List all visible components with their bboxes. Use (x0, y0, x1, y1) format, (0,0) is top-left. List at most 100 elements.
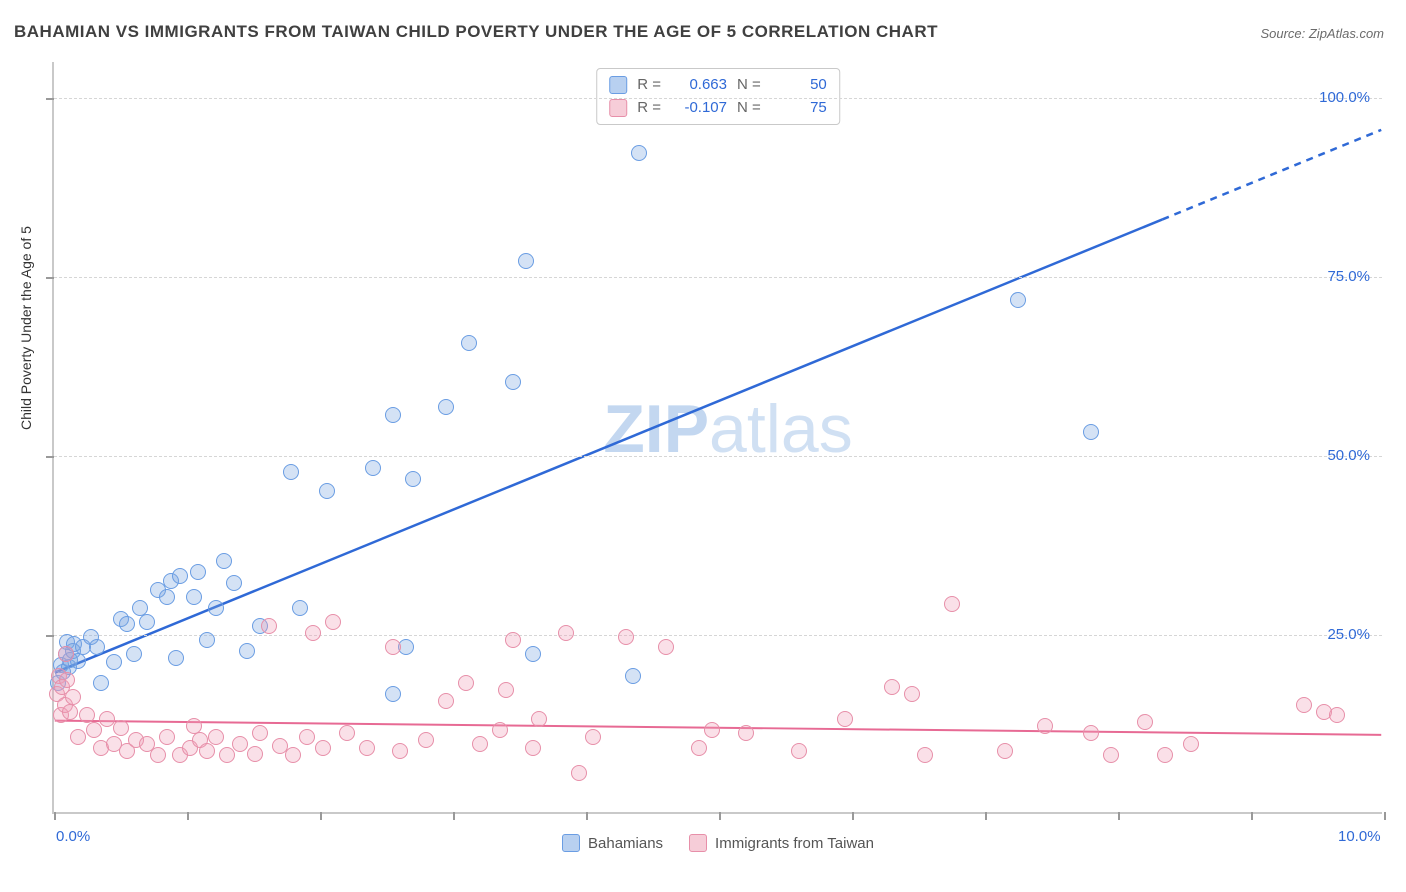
data-point (392, 743, 408, 759)
data-point (226, 575, 242, 591)
legend-item-bahamians: Bahamians (562, 834, 663, 852)
data-point (525, 740, 541, 756)
data-point (1329, 707, 1345, 723)
data-point (252, 725, 268, 741)
data-point (917, 747, 933, 763)
data-point (472, 736, 488, 752)
data-point (884, 679, 900, 695)
x-tick-label: 10.0% (1338, 828, 1381, 845)
data-point (1010, 292, 1026, 308)
data-point (239, 643, 255, 659)
x-tick (985, 812, 987, 820)
y-tick (46, 456, 54, 458)
legend-stats-row-blue: R = 0.663 N = 50 (609, 74, 827, 97)
data-point (365, 460, 381, 476)
data-point (126, 646, 142, 662)
data-point (208, 600, 224, 616)
data-point (1296, 697, 1312, 713)
data-point (385, 407, 401, 423)
data-point (283, 464, 299, 480)
data-point (558, 625, 574, 641)
data-point (492, 722, 508, 738)
gridline (54, 456, 1382, 457)
swatch-pink-icon (609, 99, 627, 117)
data-point (247, 746, 263, 762)
data-point (438, 693, 454, 709)
data-point (172, 568, 188, 584)
data-point (1037, 718, 1053, 734)
data-point (385, 639, 401, 655)
data-point (738, 725, 754, 741)
data-point (458, 675, 474, 691)
data-point (997, 743, 1013, 759)
data-point (571, 765, 587, 781)
data-point (292, 600, 308, 616)
r-label: R = (637, 74, 661, 97)
gridline (54, 98, 1382, 99)
data-point (159, 589, 175, 605)
data-point (216, 553, 232, 569)
x-tick-label: 0.0% (56, 828, 90, 845)
data-point (505, 632, 521, 648)
n-value-blue: 50 (771, 74, 827, 97)
x-tick (852, 812, 854, 820)
y-axis-label: Child Poverty Under the Age of 5 (18, 226, 34, 430)
data-point (618, 629, 634, 645)
plot-area: ZIPatlas R = 0.663 N = 50 R = -0.107 N =… (52, 62, 1382, 814)
y-tick-label: 100.0% (1319, 89, 1370, 106)
data-point (631, 145, 647, 161)
data-point (319, 483, 335, 499)
data-point (190, 564, 206, 580)
legend-item-taiwan: Immigrants from Taiwan (689, 834, 874, 852)
data-point (1137, 714, 1153, 730)
data-point (944, 596, 960, 612)
chart-title: BAHAMIAN VS IMMIGRANTS FROM TAIWAN CHILD… (14, 22, 938, 42)
data-point (1103, 747, 1119, 763)
data-point (518, 253, 534, 269)
y-tick (46, 98, 54, 100)
data-point (625, 668, 641, 684)
data-point (461, 335, 477, 351)
data-point (219, 747, 235, 763)
data-point (65, 689, 81, 705)
n-label: N = (737, 97, 761, 120)
data-point (186, 589, 202, 605)
legend-label: Bahamians (588, 835, 663, 852)
data-point (658, 639, 674, 655)
data-point (62, 704, 78, 720)
data-point (93, 675, 109, 691)
data-point (339, 725, 355, 741)
data-point (199, 743, 215, 759)
data-point (1083, 424, 1099, 440)
data-point (208, 729, 224, 745)
x-tick (1118, 812, 1120, 820)
swatch-blue-icon (609, 76, 627, 94)
data-point (585, 729, 601, 745)
data-point (325, 614, 341, 630)
x-tick (1384, 812, 1386, 820)
y-tick-label: 25.0% (1327, 626, 1370, 643)
gridline (54, 277, 1382, 278)
data-point (418, 732, 434, 748)
x-tick (719, 812, 721, 820)
data-point (89, 639, 105, 655)
data-point (385, 686, 401, 702)
legend-label: Immigrants from Taiwan (715, 835, 874, 852)
data-point (904, 686, 920, 702)
data-point (199, 632, 215, 648)
swatch-blue-icon (562, 834, 580, 852)
data-point (150, 747, 166, 763)
data-point (791, 743, 807, 759)
data-point (139, 614, 155, 630)
data-point (691, 740, 707, 756)
data-point (405, 471, 421, 487)
source-label: Source: ZipAtlas.com (1260, 26, 1384, 41)
data-point (232, 736, 248, 752)
data-point (704, 722, 720, 738)
data-point (106, 654, 122, 670)
data-point (505, 374, 521, 390)
data-point (59, 672, 75, 688)
n-label: N = (737, 74, 761, 97)
data-point (315, 740, 331, 756)
data-point (498, 682, 514, 698)
